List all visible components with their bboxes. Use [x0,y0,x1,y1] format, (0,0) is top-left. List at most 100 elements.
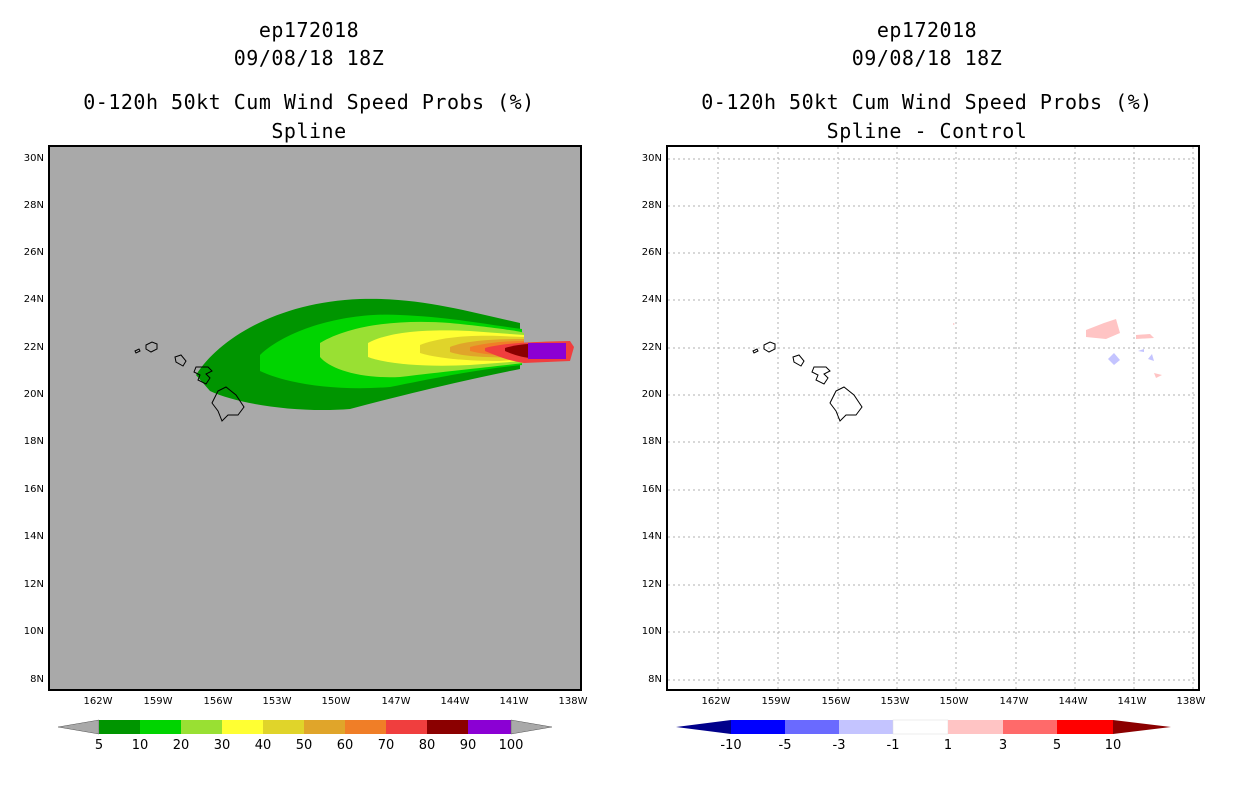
diff-neg-1 [1108,353,1120,365]
cb-label: 10 [1104,738,1122,753]
left-storm-id: ep172018 [258,18,360,42]
prob-80 [505,344,530,358]
right-storm-id: ep172018 [876,18,978,42]
left-map [48,145,582,691]
molokai-maui [811,366,831,385]
lat-label: 28N [23,200,44,211]
cb-swatch [731,720,785,734]
lon-label: 141W [499,696,529,707]
lon-label: 147W [381,696,411,707]
hawaii-islands [134,341,245,422]
graticule [668,147,1198,689]
right-colorbar-over-arrow [1113,720,1171,734]
lat-label: 14N [23,531,44,542]
big-island [211,386,245,422]
oahu [792,354,805,367]
cb-label: 1 [943,738,953,753]
cb-swatch [1057,720,1113,734]
prob-90-100 [528,343,566,359]
cb-label: -5 [778,738,792,753]
lat-label: 20N [23,389,44,400]
right-method-title: Spline - Control [826,119,1028,143]
cb-swatch [892,719,949,735]
cb-swatch [427,720,468,734]
cb-label: 5 [1052,738,1062,753]
lon-label: 156W [821,696,851,707]
lat-label: 16N [23,484,44,495]
molokai-maui [193,366,213,385]
lat-label: 24N [641,294,662,305]
right-product-title: 0-120h 50kt Cum Wind Speed Probs (%) [701,90,1153,114]
lat-label: 8N [30,674,44,685]
cb-swatch [468,720,511,734]
cb-label: -10 [720,738,742,753]
diff-pos-3 [1154,373,1162,378]
left-method-title: Spline [271,119,347,143]
lat-label: 12N [23,579,44,590]
lon-label: 138W [558,696,588,707]
cb-label: 70 [377,738,395,753]
cb-label: 40 [254,738,272,753]
left-panel: ep172018 09/08/18 18Z 0-120h 50kt Cum Wi… [23,18,588,753]
cb-swatch [140,720,181,734]
lat-label: 8N [648,674,662,685]
lat-label: 22N [23,342,44,353]
lat-label: 18N [23,436,44,447]
cb-swatch [948,720,1003,734]
diff-pos-4 [953,323,955,325]
lat-label: 24N [23,294,44,305]
lat-label: 28N [641,200,662,211]
niihau [752,348,759,354]
lon-label: 144W [1058,696,1088,707]
cb-label: 90 [459,738,477,753]
lat-label: 10N [641,626,662,637]
diff-neg-3 [1148,354,1154,361]
lon-label: 162W [701,696,731,707]
lon-label: 150W [321,696,351,707]
lat-label: 26N [23,247,44,258]
cb-swatch [263,720,304,734]
lon-label: 147W [999,696,1029,707]
cb-label: 5 [94,738,104,753]
cb-swatch [1003,720,1057,734]
lat-label: 30N [23,153,44,164]
lon-label: 156W [203,696,233,707]
cb-swatch [222,720,263,734]
diff-pos-1 [1086,319,1120,339]
cb-swatch [345,720,386,734]
lon-label: 150W [939,696,969,707]
niihau [134,348,141,354]
left-product-title: 0-120h 50kt Cum Wind Speed Probs (%) [83,90,535,114]
right-colorbar-under-arrow [676,720,731,734]
lat-label: 12N [641,579,662,590]
lat-label: 22N [641,342,662,353]
cb-swatch [99,720,140,734]
lon-label: 138W [1176,696,1206,707]
lon-label: 159W [143,696,173,707]
left-colorbar-under-arrow [57,719,100,735]
lon-label: 153W [880,696,910,707]
cb-label: 10 [131,738,149,753]
diff-neg-2 [1138,349,1144,352]
cb-swatch [785,720,839,734]
diff-pos-2 [1136,334,1154,339]
lon-label: 162W [83,696,113,707]
cb-label: -1 [886,738,900,753]
lat-label: 10N [23,626,44,637]
lon-label: 141W [1117,696,1147,707]
lon-label: 153W [262,696,292,707]
big-island [829,386,863,422]
cb-label: 20 [172,738,190,753]
right-panel: ep172018 09/08/18 18Z 0-120h 50kt Cum Wi… [618,0,1236,800]
cb-swatch [839,720,893,734]
cb-label: 100 [498,738,524,753]
cb-label: 30 [213,738,231,753]
lat-label: 26N [641,247,662,258]
cb-swatch [386,720,427,734]
cb-label: -3 [832,738,846,753]
lat-label: 16N [641,484,662,495]
left-colorbar-over-arrow [510,719,553,735]
left-map-svg [134,298,574,422]
right-map [666,145,1200,691]
lat-label: 18N [641,436,662,447]
